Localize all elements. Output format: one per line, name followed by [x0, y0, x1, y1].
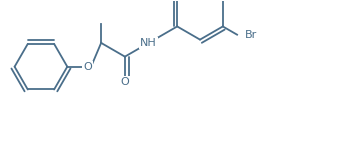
Text: NH: NH: [140, 38, 157, 48]
Text: O: O: [83, 62, 92, 72]
Text: Br: Br: [245, 30, 257, 40]
Text: O: O: [120, 77, 129, 87]
